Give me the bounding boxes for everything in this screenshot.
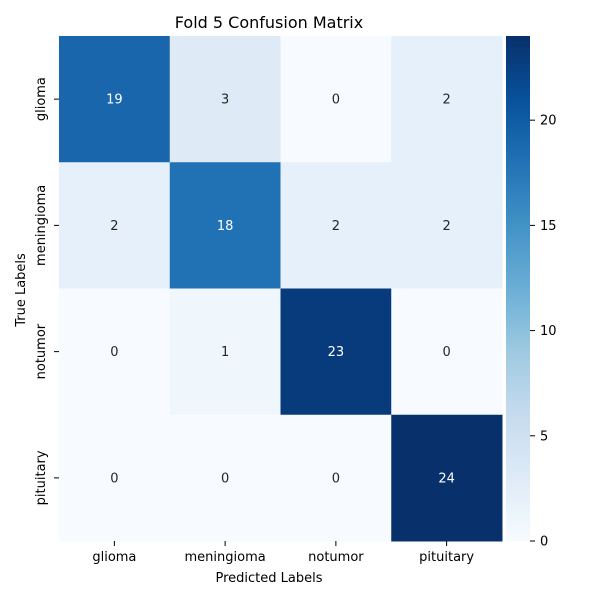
cell-value-label: 24 — [438, 471, 455, 486]
heatmap-cells: 19 3 0 2 2 18 2 2 0 1 23 0 0 0 0 24 — [59, 36, 503, 542]
colorbar-tick-label: 10 — [540, 324, 557, 339]
heatmap-cell — [169, 36, 281, 163]
heatmap-cell — [59, 288, 171, 416]
colorbar-tick-label: 5 — [540, 429, 548, 444]
y-axis-ticks: glioma meningioma notumor pituitary — [34, 77, 59, 505]
cell-value-label: 0 — [110, 345, 118, 360]
x-tick-label: notumor — [308, 550, 364, 565]
heatmap-cell — [280, 36, 392, 163]
heatmap-cell — [59, 414, 171, 542]
heatmap-cell — [391, 36, 503, 163]
heatmap-cell — [280, 288, 392, 416]
y-tick-label: notumor — [34, 323, 49, 379]
cell-value-label: 0 — [221, 471, 229, 486]
cell-value-label: 19 — [106, 93, 123, 108]
heatmap-cell — [169, 414, 281, 542]
heatmap-cell — [59, 36, 171, 163]
x-tick-label: glioma — [92, 550, 136, 565]
cell-value-label: 3 — [221, 93, 229, 108]
cell-value-label: 0 — [442, 345, 450, 360]
cell-value-label: 23 — [328, 345, 345, 360]
heatmap-cell — [391, 162, 503, 289]
heatmap-cell — [169, 288, 281, 416]
heatmap-cell — [280, 162, 392, 289]
colorbar-tick-label: 20 — [540, 114, 557, 129]
x-axis-ticks: glioma meningioma notumor pituitary — [92, 541, 474, 565]
colorbar-tick-label: 15 — [540, 219, 557, 234]
heatmap-cell — [169, 162, 281, 289]
heatmap-cell — [391, 414, 503, 542]
x-tick-label: pituitary — [419, 550, 474, 565]
cell-value-label: 0 — [332, 471, 340, 486]
x-tick-label: meningioma — [185, 550, 266, 565]
cell-value-label: 18 — [217, 219, 234, 234]
cell-value-label: 0 — [332, 93, 340, 108]
cell-value-label: 2 — [332, 219, 340, 234]
cell-value-label: 1 — [221, 345, 229, 360]
heatmap-cell — [280, 414, 392, 542]
x-axis-label: Predicted Labels — [215, 571, 322, 586]
y-tick-label: meningioma — [34, 185, 49, 266]
heatmap-cell — [59, 162, 171, 289]
colorbar-ticks: 0 5 10 15 20 — [530, 114, 557, 550]
cell-value-label: 2 — [110, 219, 118, 234]
colorbar — [506, 36, 530, 541]
chart-title: Fold 5 Confusion Matrix — [175, 13, 363, 32]
colorbar-tick-label: 0 — [540, 535, 548, 550]
y-axis-label: True Labels — [14, 253, 29, 328]
y-tick-label: pituitary — [34, 450, 49, 505]
y-tick-label: glioma — [34, 77, 49, 121]
cell-value-label: 2 — [442, 219, 450, 234]
cell-value-label: 0 — [110, 471, 118, 486]
heatmap-cell — [391, 288, 503, 416]
cell-value-label: 2 — [442, 93, 450, 108]
